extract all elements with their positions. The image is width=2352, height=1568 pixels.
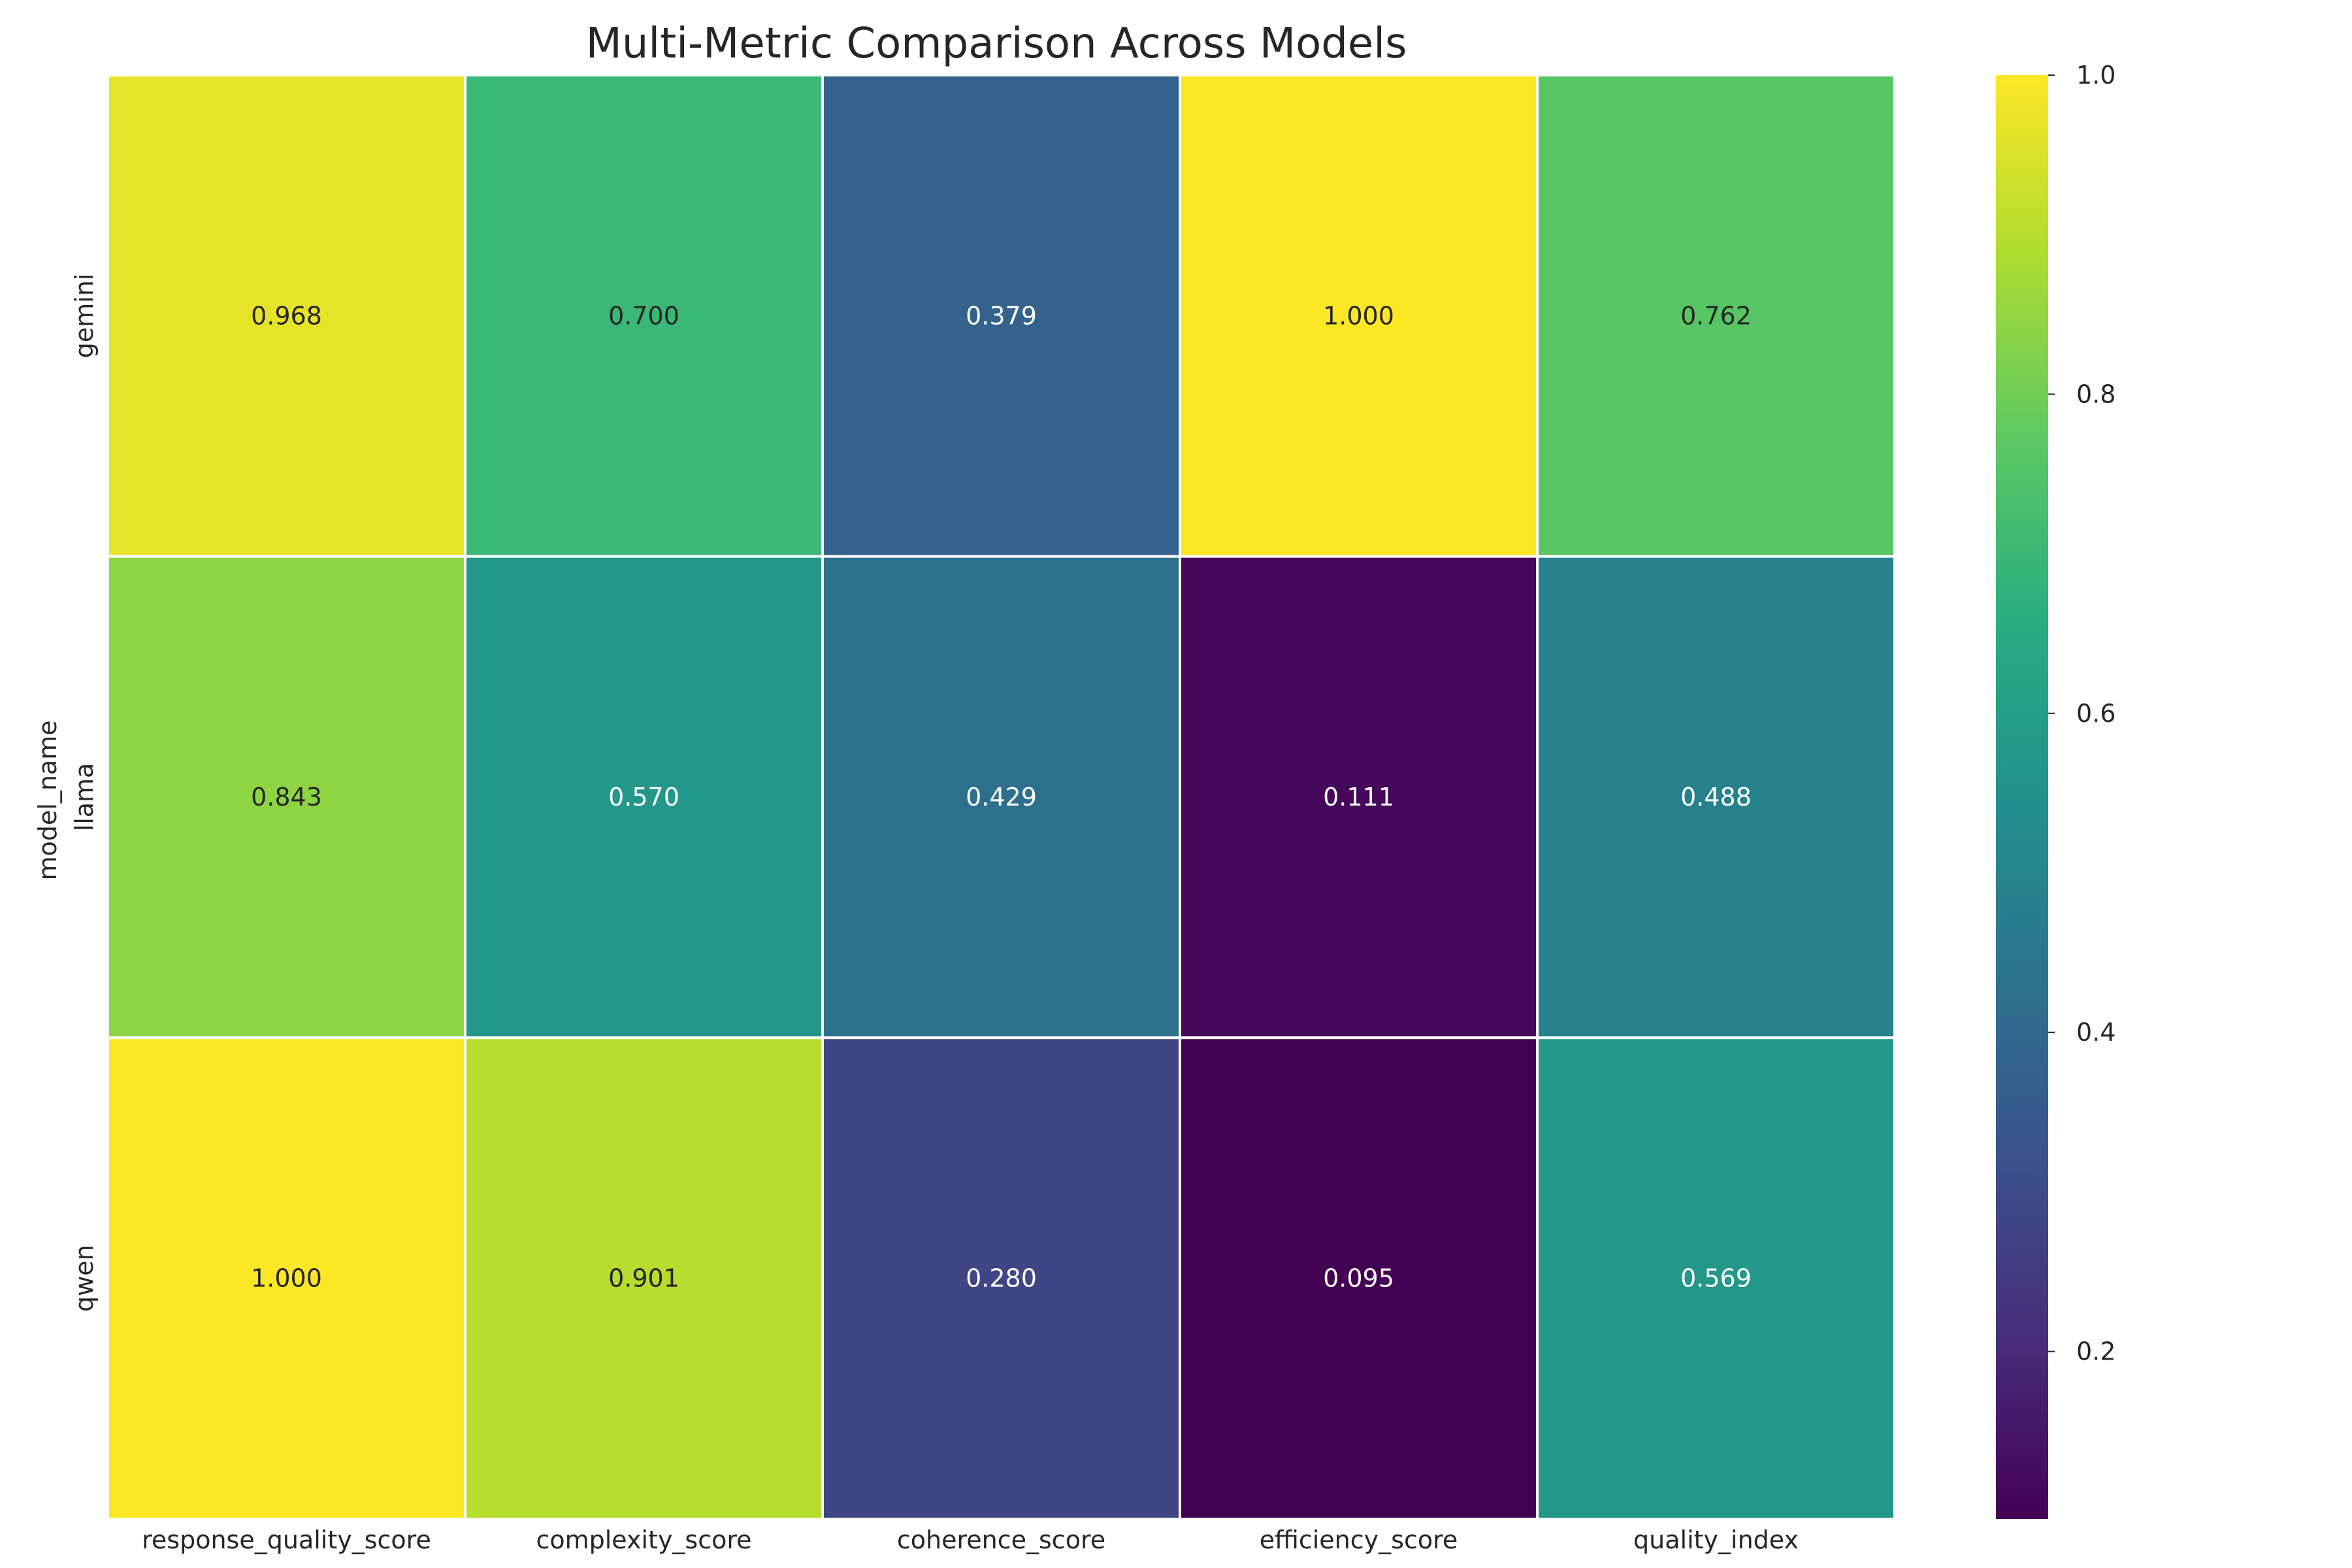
colorbar-tick-label: 1.0 [2076,61,2115,90]
cell-value-label: 0.429 [966,783,1037,811]
heatmap-cell-labels: 0.968 0.700 0.379 1.000 0.762 0.843 0.570 0.429… [251,301,1752,1292]
y-tick-label: gemini [70,273,99,358]
cell-value-label: 0.111 [1323,783,1394,811]
y-tick-label: qwen [70,1245,99,1312]
cell-value-label: 1.000 [251,1264,322,1293]
heatmap-cells [106,74,1896,1521]
colorbar-tick-label: 0.8 [2076,380,2115,408]
y-axis-tick-labels: gemini llama qwen [70,273,99,1312]
cell-value-label: 0.379 [966,301,1037,330]
heatmap-cell [1536,555,1896,1039]
colorbar-tick-labels: 0.2 0.4 0.6 0.8 1.0 [2048,61,2115,1366]
cell-value-label: 0.280 [966,1264,1037,1293]
heatmap-cell [1536,1036,1896,1521]
x-tick-label: response_quality_score [142,1526,431,1554]
colorbar-tick-label: 0.2 [2076,1337,2115,1366]
cell-value-label: 0.901 [608,1264,679,1293]
cell-value-label: 0.762 [1680,301,1752,330]
x-axis-tick-labels: response_quality_score complexity_score co… [142,1526,1799,1554]
cell-value-label: 0.095 [1323,1264,1394,1293]
heatmap-cell [1179,1036,1539,1521]
chart-title: Multi-Metric Comparison Across Models [586,20,1407,68]
x-tick-label: complexity_score [536,1526,751,1554]
heatmap-cell [464,74,824,558]
heatmap-cell [821,1036,1181,1521]
heatmap-cell [821,555,1181,1039]
heatmap-cell [1179,74,1539,558]
cell-value-label: 1.000 [1323,301,1394,330]
cell-value-label: 0.488 [1680,783,1752,811]
x-tick-label: coherence_score [897,1526,1105,1554]
heatmap-cell [106,74,466,558]
cell-value-label: 0.700 [608,301,679,330]
x-tick-label: efficiency_score [1260,1526,1458,1554]
cell-value-label: 0.570 [608,783,679,811]
cell-value-label: 0.843 [251,783,322,811]
heatmap-cell [106,555,466,1039]
colorbar-tick-label: 0.4 [2076,1018,2115,1047]
colorbar [1996,75,2048,1519]
x-tick-label: quality_index [1633,1526,1799,1554]
heatmap-cell [464,1036,824,1521]
heatmap-cell [821,74,1181,558]
y-tick-label: llama [70,763,99,832]
heatmap-cell [1536,74,1896,558]
y-axis-label: model_name [33,720,62,880]
heatmap-cell [464,555,824,1039]
colorbar-tick-label: 0.6 [2076,699,2115,728]
cell-value-label: 0.968 [251,301,322,330]
cell-value-label: 0.569 [1680,1264,1752,1293]
